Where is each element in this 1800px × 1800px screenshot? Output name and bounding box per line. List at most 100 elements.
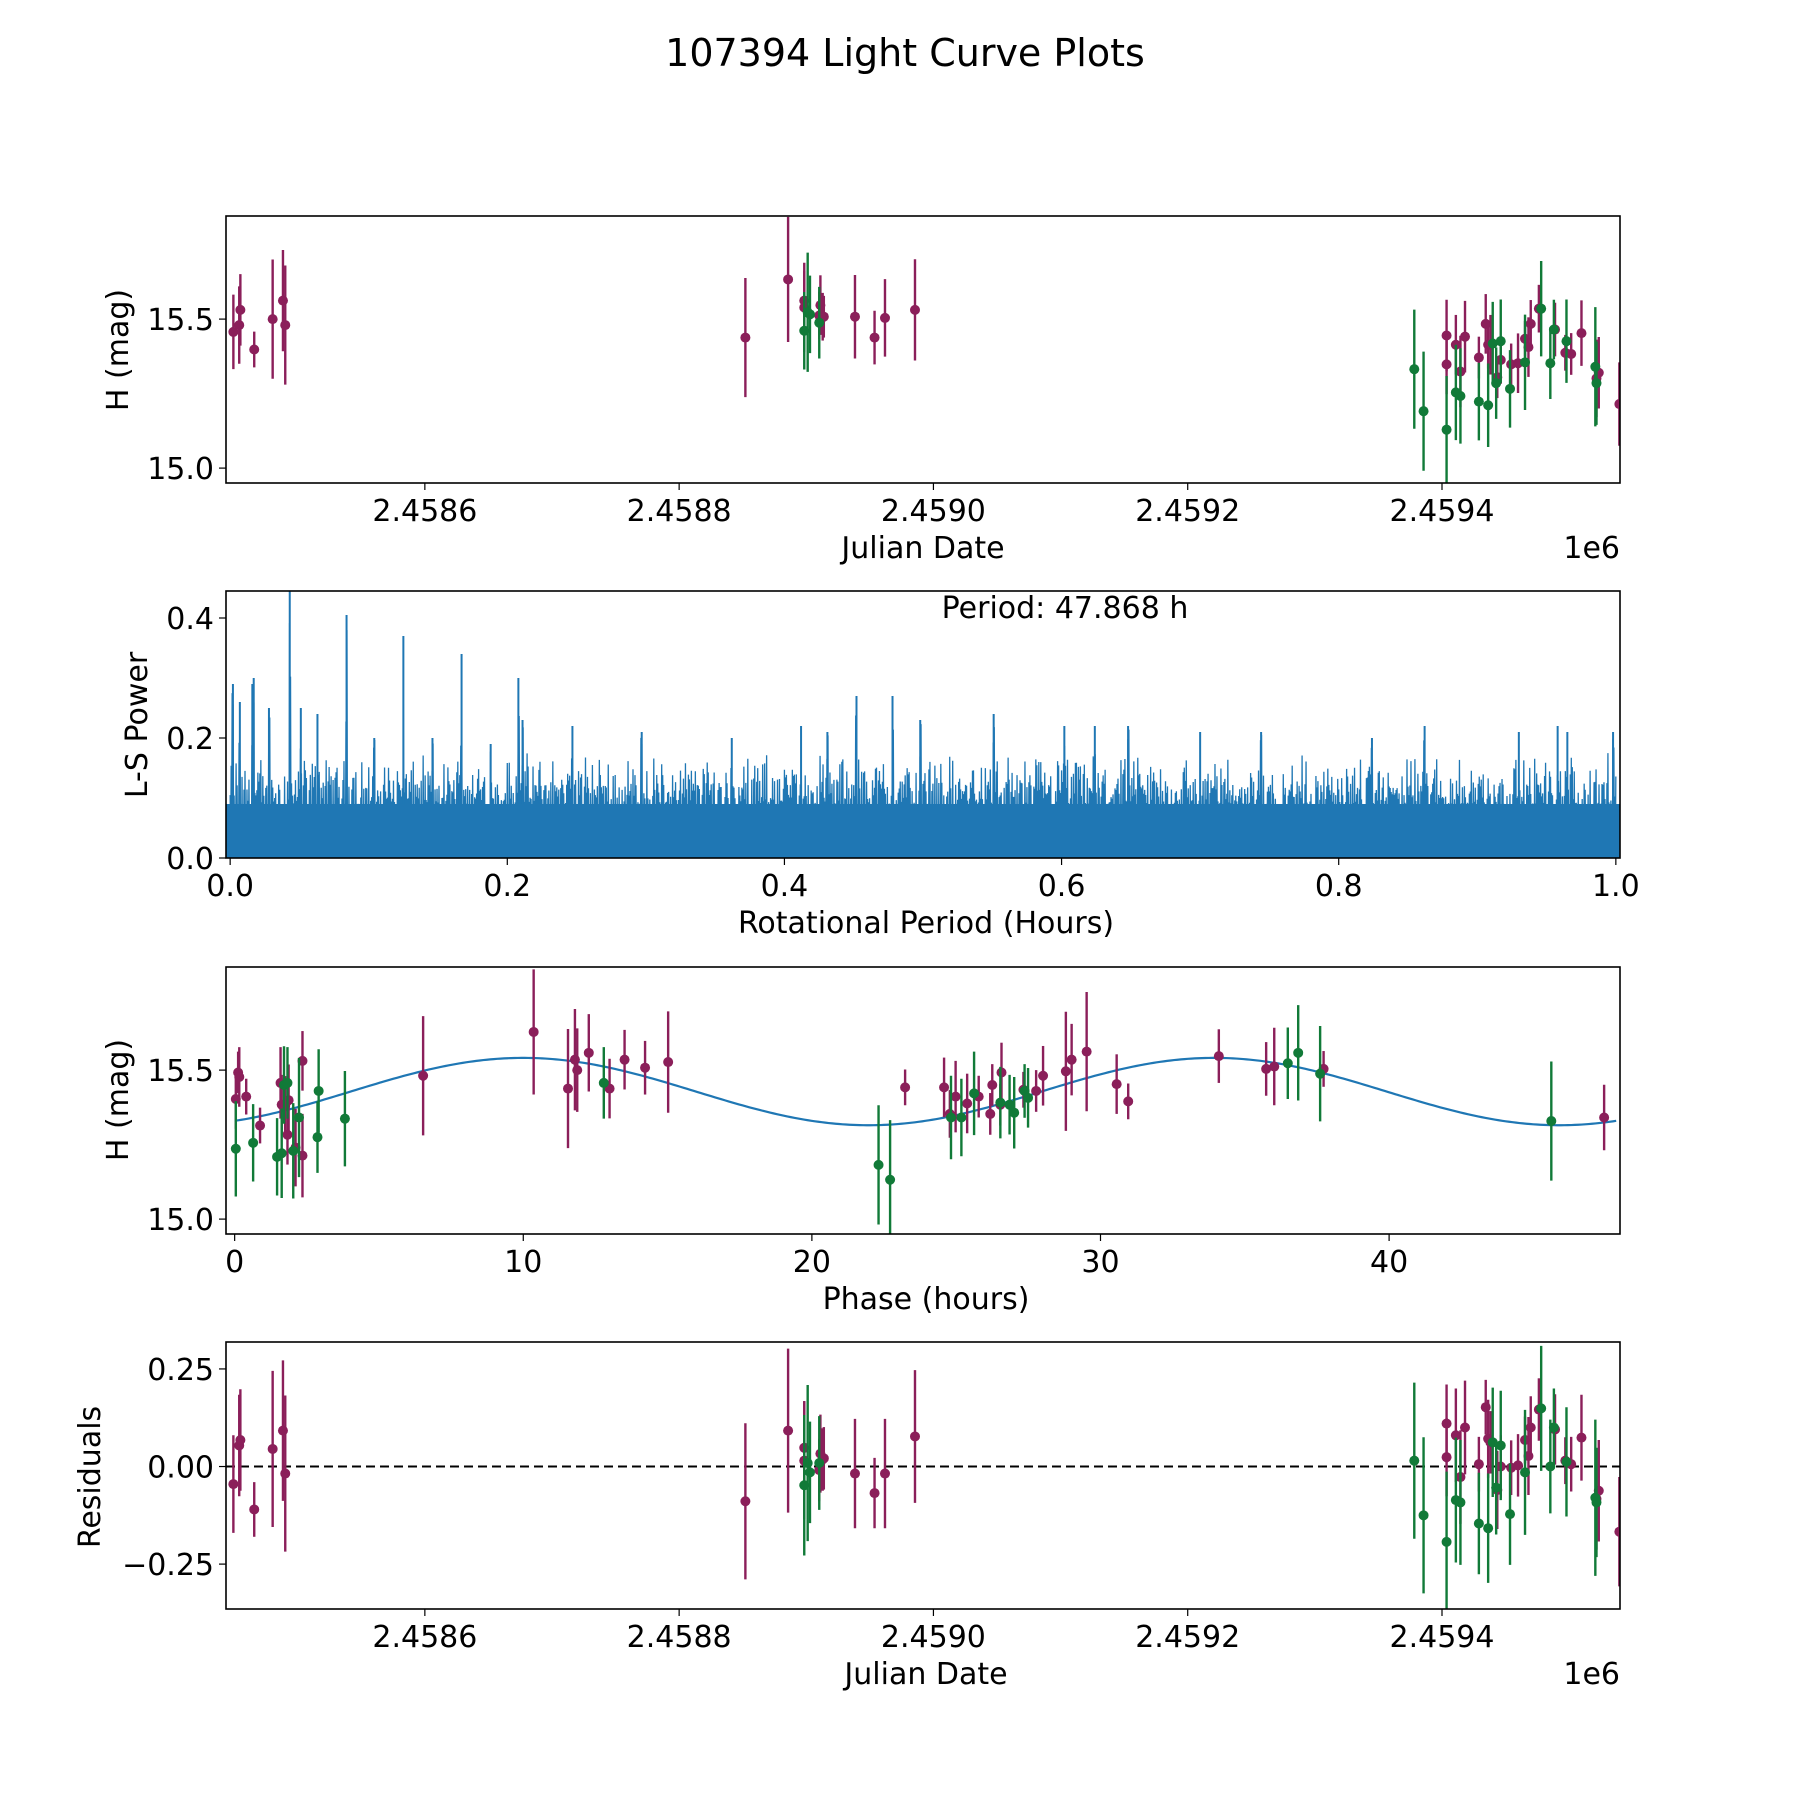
data-point xyxy=(1483,400,1494,411)
data-point xyxy=(1545,358,1556,369)
data-point xyxy=(288,1145,299,1156)
data-point xyxy=(235,304,246,315)
data-point xyxy=(1441,359,1452,370)
data-point xyxy=(987,1080,998,1091)
data-point xyxy=(598,1077,609,1088)
data-point xyxy=(228,1479,239,1490)
x-tick-label: 2.4590 xyxy=(881,1620,986,1655)
data-point xyxy=(1282,1058,1293,1069)
data-point xyxy=(956,1112,967,1123)
data-point xyxy=(804,309,815,320)
data-point xyxy=(267,314,278,325)
x-tick-label: 2.4586 xyxy=(372,494,477,529)
y-tick-label: 15.5 xyxy=(147,1054,214,1089)
data-point xyxy=(241,1091,252,1102)
x-tick-label: 2.4588 xyxy=(627,494,732,529)
residuals-panel: 2.4586 2.4588 2.4590 2.4592 2.4594 −0.25 0.00 0… xyxy=(73,1341,1621,1692)
data-point xyxy=(234,1071,245,1082)
data-point xyxy=(740,332,751,343)
data-point xyxy=(282,1077,293,1088)
lightcurve-marks xyxy=(228,216,1620,483)
data-point xyxy=(1269,1061,1280,1072)
data-point xyxy=(1591,1497,1602,1508)
x-tick-label: 0 xyxy=(225,1245,244,1280)
filter_b-series xyxy=(799,1345,1602,1609)
data-point xyxy=(1455,390,1466,401)
data-point xyxy=(1483,1523,1494,1534)
data-point xyxy=(1081,1046,1092,1057)
periodogram-plot-area xyxy=(226,591,1620,858)
data-point xyxy=(1261,1063,1272,1074)
data-point xyxy=(282,1129,293,1140)
data-point xyxy=(995,1097,1006,1108)
phased-axes-frame xyxy=(225,966,1621,1235)
residuals-ticks: 2.4586 2.4588 2.4590 2.4592 2.4594 −0.25 0.00 0… xyxy=(122,1353,1494,1655)
data-point xyxy=(619,1054,630,1065)
data-point xyxy=(1293,1047,1304,1058)
data-point xyxy=(1009,1107,1020,1118)
data-point xyxy=(1441,1452,1452,1463)
data-point xyxy=(1418,406,1429,417)
data-point xyxy=(1505,383,1516,394)
residuals-plot-area xyxy=(226,1345,1620,1609)
data-point xyxy=(1038,1070,1049,1081)
data-point xyxy=(945,1112,956,1123)
data-point xyxy=(1473,1459,1484,1470)
data-point xyxy=(1536,303,1547,314)
data-point xyxy=(1441,1536,1452,1547)
periodogram-axes-frame xyxy=(225,590,1621,859)
data-point xyxy=(1525,318,1536,329)
data-point xyxy=(1111,1079,1122,1090)
data-point xyxy=(1520,357,1531,368)
data-point xyxy=(1123,1096,1134,1107)
data-point xyxy=(276,1148,287,1159)
data-point xyxy=(873,1159,884,1170)
data-point xyxy=(1450,1430,1461,1441)
filter_b-series xyxy=(799,252,1602,483)
x-tick-label: 0.2 xyxy=(483,869,531,904)
data-point xyxy=(1561,1456,1572,1467)
y-tick-label: 0.0 xyxy=(166,842,214,877)
data-point xyxy=(849,1468,860,1479)
data-point xyxy=(1213,1051,1224,1062)
data-point xyxy=(663,1057,674,1068)
phased-ticks: 0 10 20 30 40 15.0 15.5 xyxy=(147,1054,1408,1280)
x-tick-label: 0.6 xyxy=(1038,869,1086,904)
data-point xyxy=(849,311,860,322)
x-tick-label: 2.4594 xyxy=(1390,1620,1495,1655)
data-point xyxy=(235,1434,246,1445)
data-point xyxy=(1614,399,1620,410)
data-point xyxy=(1495,1440,1506,1451)
data-point xyxy=(900,1082,911,1093)
data-point xyxy=(1491,1482,1502,1493)
residuals-ylabel: Residuals xyxy=(73,1406,108,1548)
data-point xyxy=(1023,1092,1034,1103)
data-point xyxy=(1561,336,1572,347)
data-point xyxy=(228,326,239,337)
data-point xyxy=(1060,1066,1071,1077)
data-point xyxy=(885,1174,896,1185)
x-tick-label: 0.0 xyxy=(206,869,254,904)
lightcurve-x-offset: 1e6 xyxy=(1563,531,1620,566)
data-point xyxy=(1495,336,1506,347)
y-tick-label: 15.0 xyxy=(147,452,214,487)
phased-xlabel: Phase (hours) xyxy=(823,1282,1030,1317)
data-point xyxy=(312,1132,323,1143)
phased-ylabel: H (mag) xyxy=(101,1039,136,1161)
data-point xyxy=(1591,378,1602,389)
data-point xyxy=(1505,1509,1516,1520)
data-point xyxy=(1614,1526,1620,1537)
data-point xyxy=(267,1443,278,1454)
data-point xyxy=(1548,324,1559,335)
data-point xyxy=(783,1425,794,1436)
y-tick-label: 0.00 xyxy=(147,1451,214,1486)
data-point xyxy=(1520,1467,1531,1478)
data-point xyxy=(985,1108,996,1119)
x-tick-label: 10 xyxy=(504,1245,542,1280)
data-point xyxy=(1487,338,1498,349)
data-point xyxy=(528,1026,539,1037)
data-point xyxy=(1548,1422,1559,1433)
data-point xyxy=(339,1113,350,1124)
x-tick-label: 0.4 xyxy=(761,869,809,904)
data-point xyxy=(1004,1099,1015,1110)
